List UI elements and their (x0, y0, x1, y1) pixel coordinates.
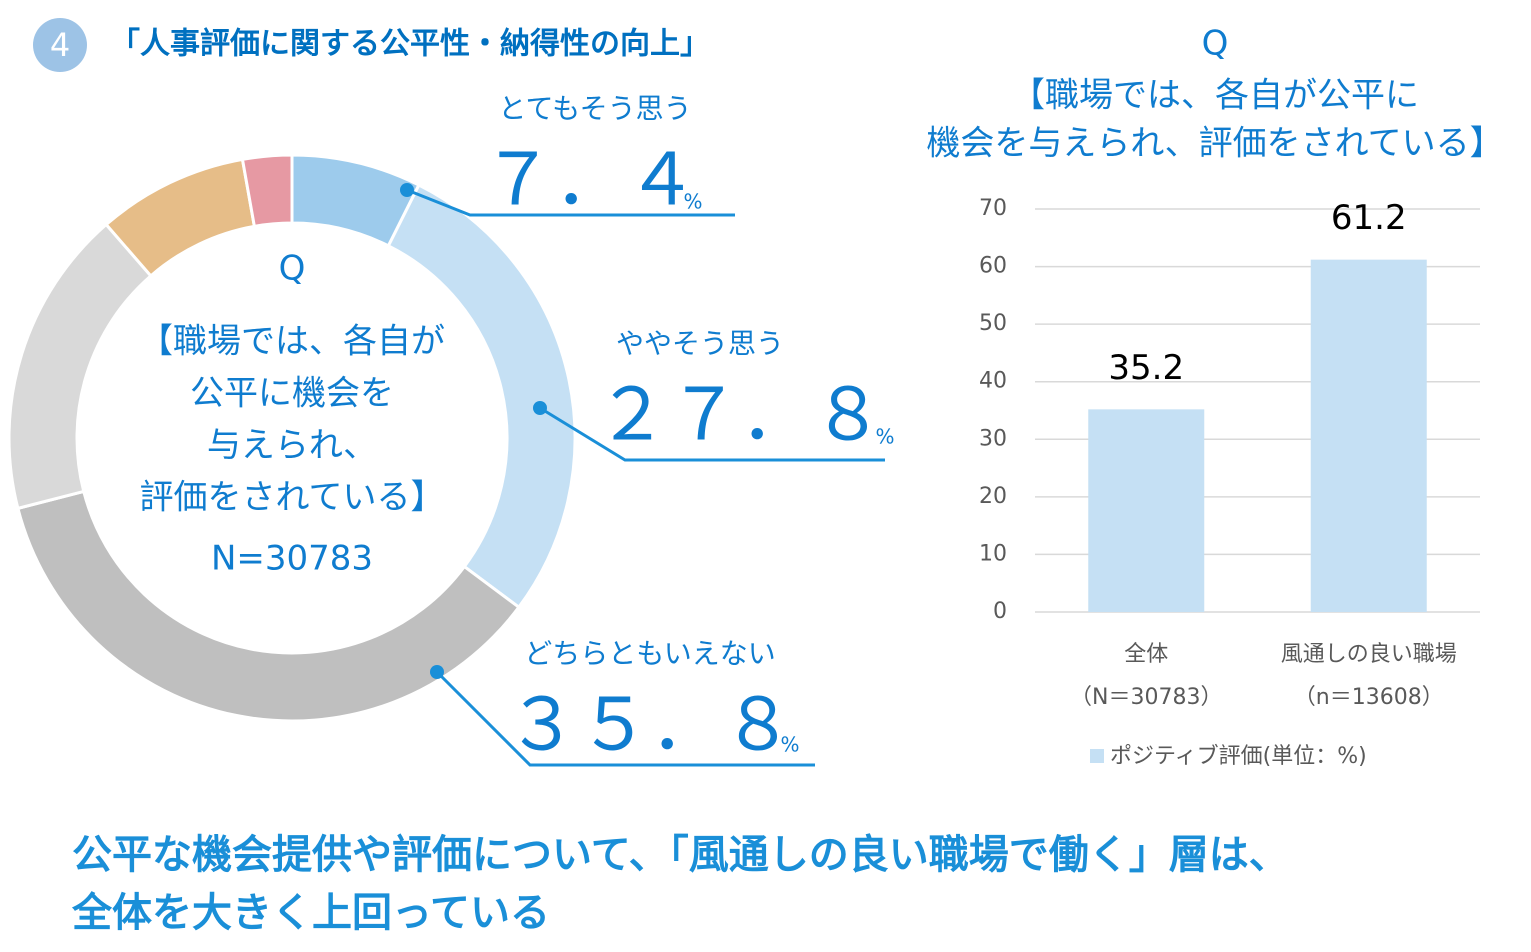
unit-label: % (780, 733, 799, 757)
category-label: ややそう思う (616, 327, 784, 360)
value-label: ２７．８ (596, 373, 884, 457)
callout-line (406, 188, 735, 217)
bar (1310, 259, 1427, 612)
center-text: Q (279, 249, 306, 289)
chart-title: 【職場では、各自が公平に (1011, 76, 1419, 116)
y-tick-label: 60 (979, 254, 1007, 279)
header-title: 「人事評価に関する公平性・納得性の向上」 (110, 27, 710, 62)
donut-segment (16, 489, 521, 723)
y-tick-label: 30 (979, 426, 1007, 451)
data-label: 35.2 (1108, 348, 1184, 388)
y-tick-label: 50 (979, 311, 1007, 336)
donut-segment (240, 153, 294, 229)
unit-label: % (683, 190, 702, 214)
category-label: とてもそう思う (498, 92, 691, 125)
x-tick-label: 全体 (1124, 642, 1168, 667)
y-tick-label: 40 (979, 369, 1007, 394)
callout-line (539, 406, 885, 462)
value-label: ３５．８ (506, 683, 794, 767)
value-label: ７．４ (482, 138, 698, 222)
chart-title: Q (1202, 24, 1229, 64)
bar (1088, 409, 1205, 612)
y-tick-label: 10 (979, 541, 1007, 566)
unit-label: % (875, 425, 894, 449)
header-number: 4 (50, 26, 70, 64)
category-label: どちらともいえない (524, 637, 775, 670)
x-tick-label: （N＝30783） (1070, 685, 1222, 710)
x-tick-label: 風通しの良い職場 (1281, 642, 1457, 667)
callout-dot (533, 401, 547, 415)
y-tick-label: 70 (979, 196, 1007, 221)
x-tick-label: （n＝13608） (1294, 685, 1444, 710)
chart-title: 機会を与えられ、評価をされている】 (926, 124, 1503, 164)
legend-label: ポジティブ評価(単位：%) (1110, 744, 1367, 769)
number-badge (33, 18, 87, 72)
callout-line (435, 670, 815, 767)
donut-segment (386, 183, 577, 610)
donut-segment (7, 222, 153, 511)
legend-swatch (1090, 749, 1104, 763)
center-text: 【職場では、各自が (139, 322, 445, 362)
y-tick-label: 20 (979, 484, 1007, 509)
center-text: 与えられ、 (207, 426, 377, 466)
center-text: 公平に機会を (190, 374, 394, 414)
center-text: N=30783 (211, 539, 373, 579)
data-label: 61.2 (1331, 198, 1407, 238)
conclusion: 公平な機会提供や評価について、「風通しの良い職場で働く」層は、 (72, 832, 1289, 878)
callout-dot (430, 665, 444, 679)
callout-dot (400, 183, 414, 197)
conclusion: 全体を大きく上回っている (71, 890, 550, 936)
y-tick-label: 0 (993, 599, 1007, 624)
center-text: 評価をされている】 (140, 478, 445, 518)
